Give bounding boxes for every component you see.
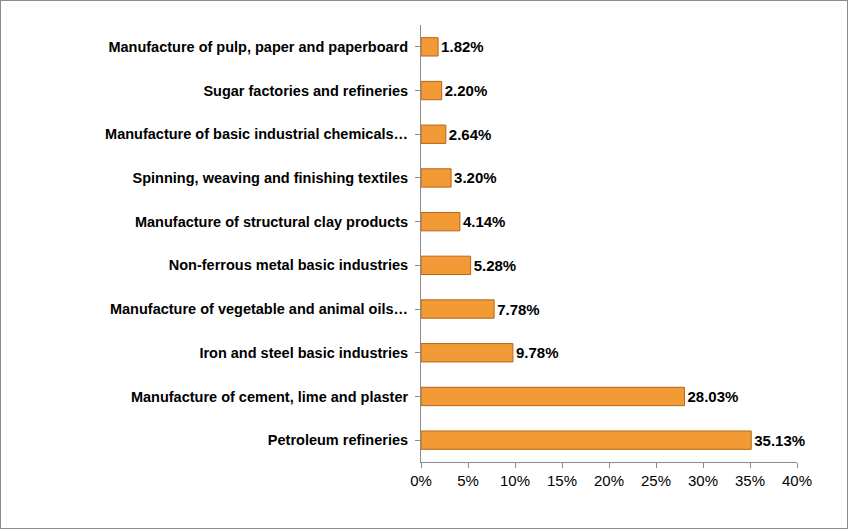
svg-text:2.20%: 2.20% bbox=[445, 82, 488, 99]
svg-text:2.64%: 2.64% bbox=[449, 126, 492, 143]
svg-text:Manufacture of vegetable and a: Manufacture of vegetable and animal oils… bbox=[110, 301, 408, 317]
svg-text:35%: 35% bbox=[735, 472, 765, 489]
svg-text:Spinning, weaving and finishin: Spinning, weaving and finishing textiles bbox=[133, 170, 409, 186]
svg-text:1.82%: 1.82% bbox=[441, 38, 484, 55]
svg-text:28.03%: 28.03% bbox=[687, 388, 738, 405]
svg-text:Manufacture of cement, lime an: Manufacture of cement, lime and plaster bbox=[131, 389, 409, 405]
svg-text:5.28%: 5.28% bbox=[474, 257, 517, 274]
svg-text:40%: 40% bbox=[782, 472, 812, 489]
svg-text:Manufacture of basic industria: Manufacture of basic industrial chemical… bbox=[105, 126, 408, 142]
svg-text:Manufacture of pulp, paper and: Manufacture of pulp, paper and paperboar… bbox=[108, 39, 408, 55]
svg-text:Iron and steel basic industrie: Iron and steel basic industries bbox=[199, 345, 408, 361]
svg-text:20%: 20% bbox=[594, 472, 624, 489]
svg-text:9.78%: 9.78% bbox=[516, 344, 559, 361]
svg-text:Manufacture of structural clay: Manufacture of structural clay products bbox=[135, 214, 408, 230]
svg-text:5%: 5% bbox=[457, 472, 479, 489]
svg-text:3.20%: 3.20% bbox=[454, 169, 497, 186]
svg-text:Sugar factories and refineries: Sugar factories and refineries bbox=[203, 83, 408, 99]
svg-text:10%: 10% bbox=[500, 472, 530, 489]
svg-text:7.78%: 7.78% bbox=[497, 301, 540, 318]
svg-text:0%: 0% bbox=[410, 472, 432, 489]
svg-text:Petroleum refineries: Petroleum refineries bbox=[268, 432, 408, 448]
svg-text:35.13%: 35.13% bbox=[754, 432, 805, 449]
svg-text:15%: 15% bbox=[547, 472, 577, 489]
svg-text:30%: 30% bbox=[688, 472, 718, 489]
svg-text:25%: 25% bbox=[641, 472, 671, 489]
svg-text:4.14%: 4.14% bbox=[463, 213, 506, 230]
svg-text:Non-ferrous metal basic indust: Non-ferrous metal basic industries bbox=[169, 257, 408, 273]
